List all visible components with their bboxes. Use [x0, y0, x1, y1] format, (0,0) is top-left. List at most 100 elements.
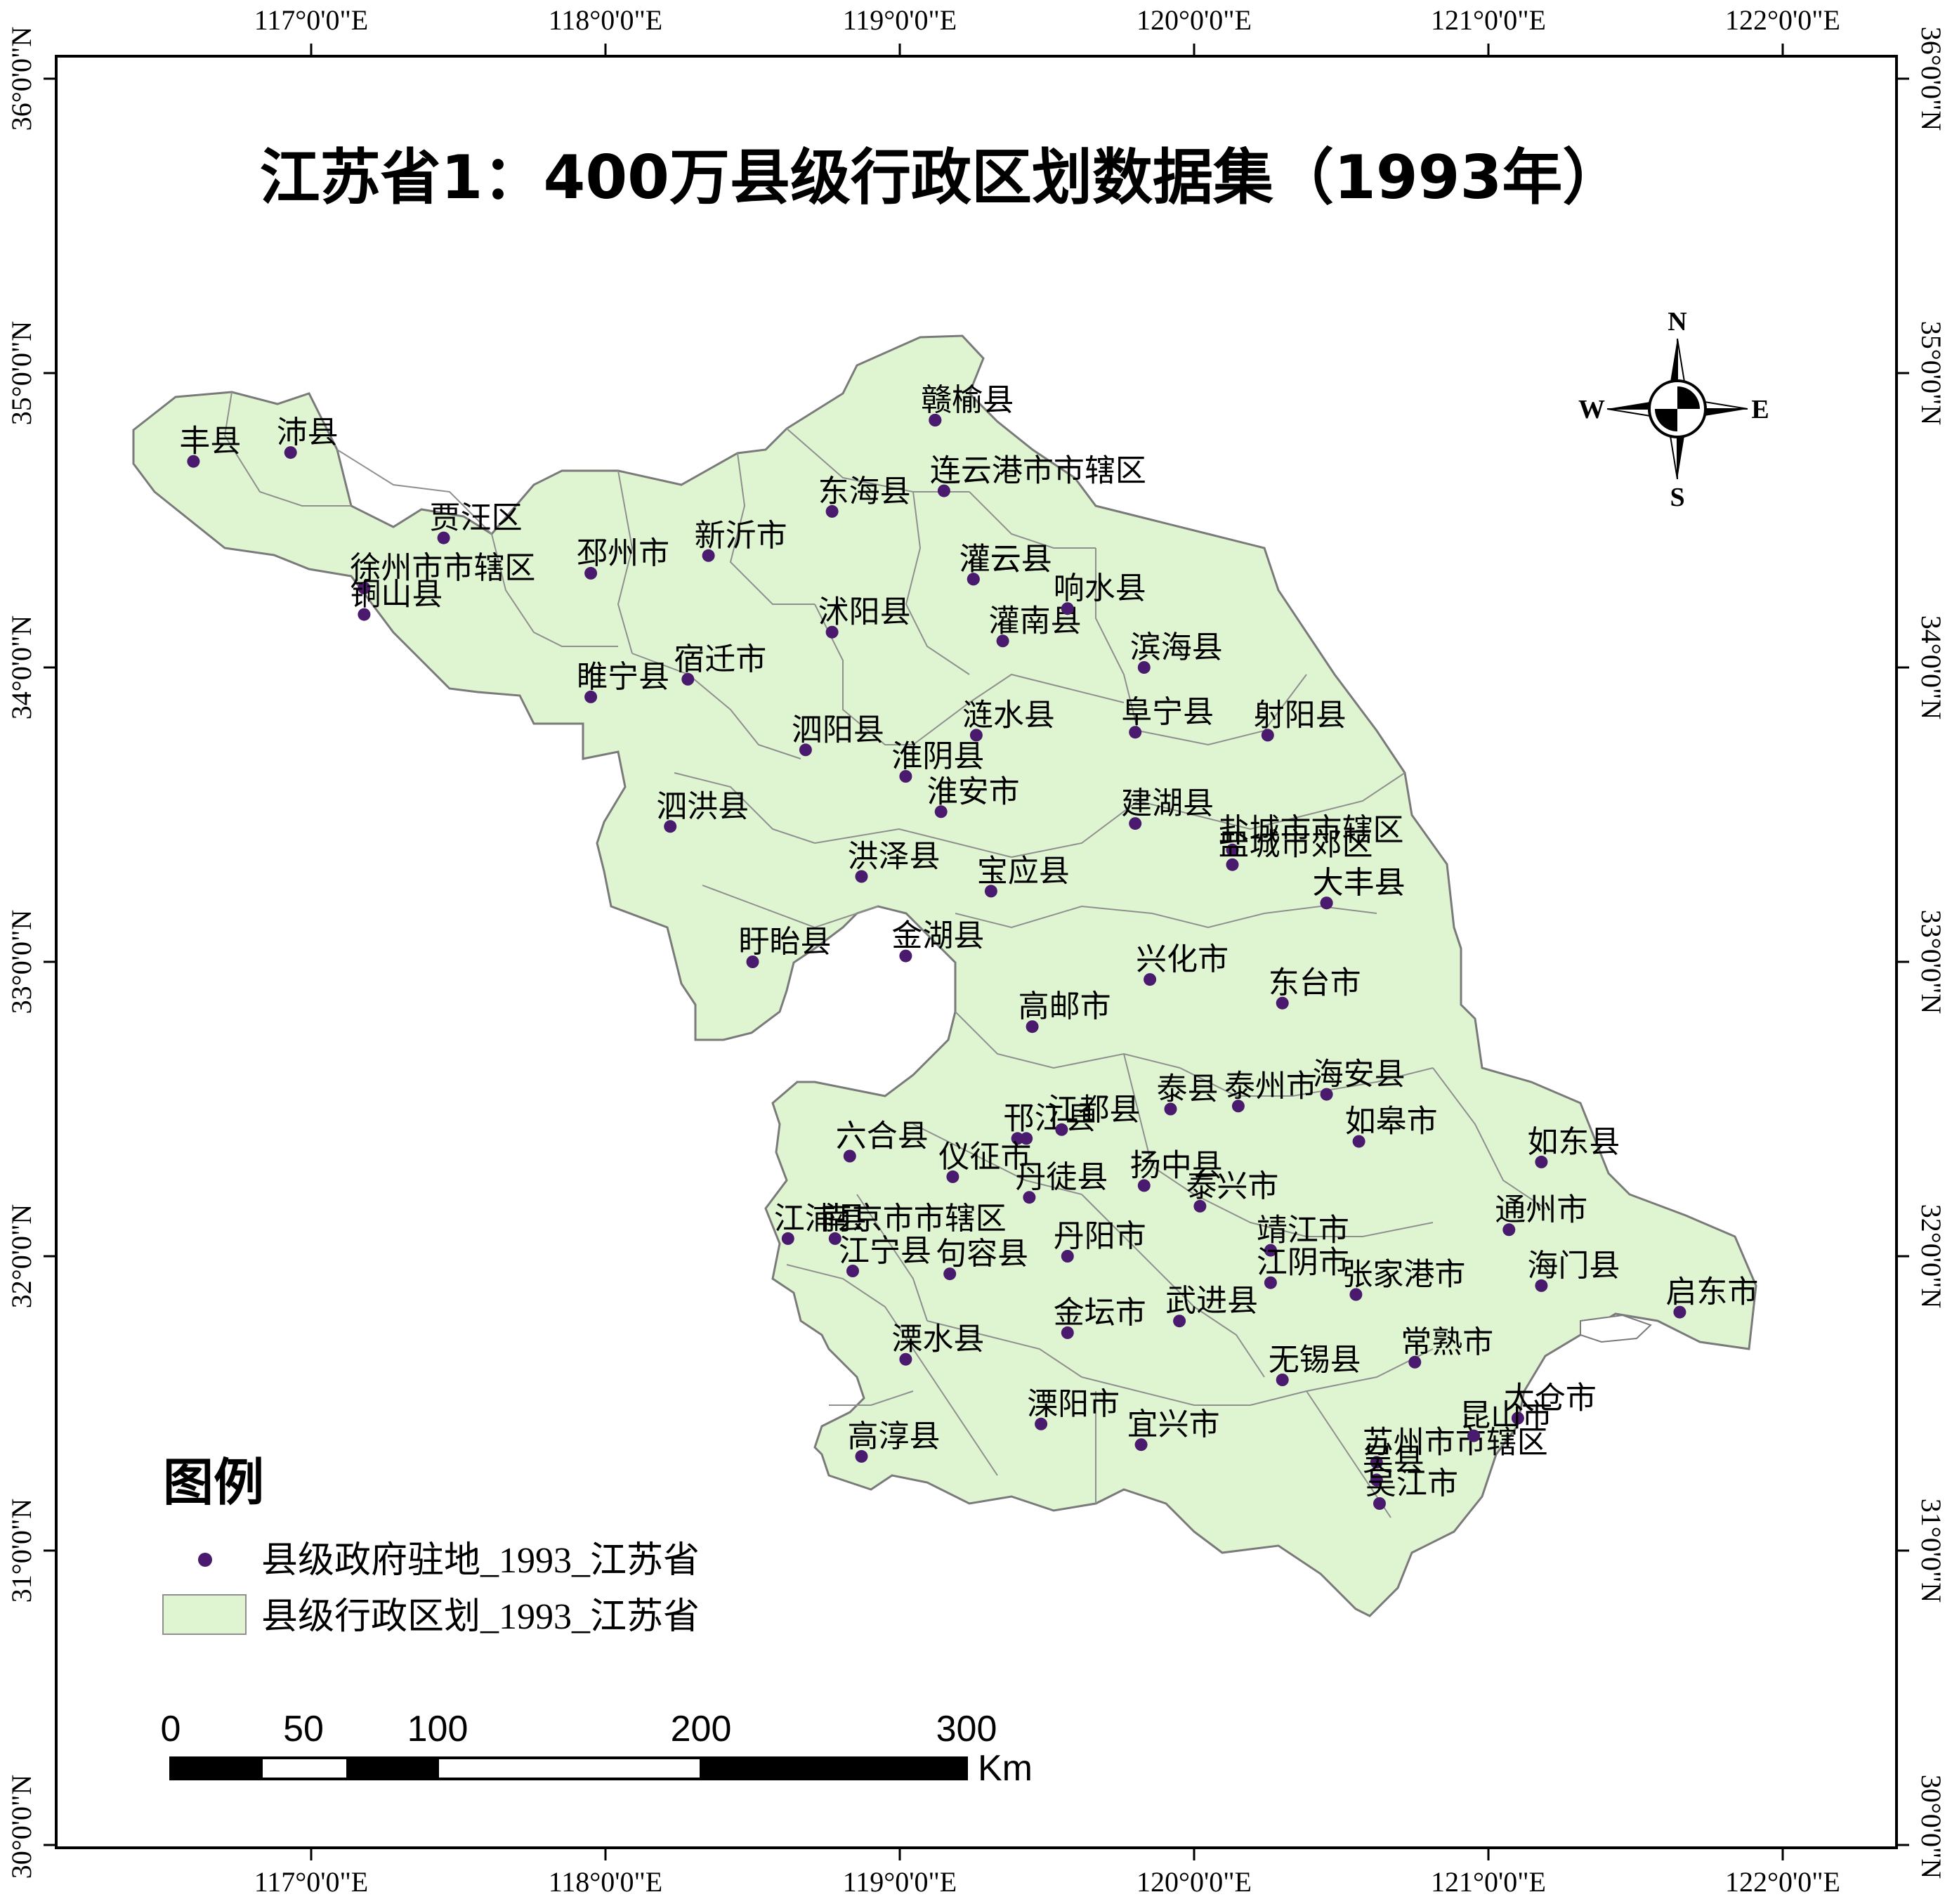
county-label: 丹徒县 [1015, 1159, 1108, 1195]
county-label: 兴化市 [1136, 941, 1229, 977]
county-seat-dot [781, 1232, 794, 1245]
county-label: 邳州市 [577, 535, 669, 571]
county-seat-dot [1261, 729, 1274, 742]
compass-w: W [1578, 395, 1605, 424]
county-label: 江阴市 [1257, 1245, 1349, 1281]
lon-label: 118°0'0"E [549, 4, 662, 36]
county-label: 滨海县 [1130, 630, 1223, 665]
scale-label-50: 50 [283, 1709, 324, 1749]
county-label: 张家港市 [1342, 1257, 1465, 1293]
county-seat-dot [799, 743, 812, 757]
lat-ticks-right [1897, 77, 1909, 1846]
scale-unit: Km [978, 1748, 1033, 1789]
lon-ticks-top [310, 44, 1784, 56]
county-seat-dot [846, 1265, 859, 1277]
county-seat-dot [1226, 843, 1239, 856]
county-label: 铜山县 [350, 577, 443, 613]
county-seat-dot [937, 484, 950, 497]
lon-label: 122°0'0"E [1725, 4, 1840, 36]
ticks [44, 44, 1909, 1860]
county-label: 启东市 [1665, 1274, 1758, 1310]
lon-labels-bottom: 117°0'0"E 118°0'0"E 119°0'0"E 120°0'0"E … [254, 1866, 1840, 1898]
county-label: 泰州市 [1224, 1068, 1317, 1104]
county-seat-dot [664, 820, 677, 833]
county-label: 淮阴县 [891, 738, 984, 774]
county-seat-dot [1467, 1429, 1481, 1442]
county-label: 武进县 [1165, 1283, 1258, 1319]
county-label: 泗洪县 [656, 788, 749, 824]
scale-label-300: 300 [936, 1709, 997, 1749]
county-label: 东海县 [818, 474, 911, 509]
lon-label: 121°0'0"E [1431, 1866, 1546, 1898]
lat-label: 36°0'0"N [1915, 27, 1947, 131]
county-seat-dot [1373, 1497, 1386, 1510]
county-seat-dot [1408, 1355, 1422, 1369]
county-seat-dot [1011, 1132, 1024, 1145]
county-label: 东台市 [1269, 965, 1361, 1001]
county-label: 灌云县 [959, 541, 1052, 577]
lon-labels-top: 117°0'0"E 118°0'0"E 119°0'0"E 120°0'0"E … [254, 4, 1840, 36]
county-seat-dot [358, 581, 371, 594]
county-label: 建湖县 [1121, 785, 1214, 821]
lon-label: 117°0'0"E [254, 1866, 368, 1898]
scale-seg-5 [701, 1758, 967, 1779]
county-seat-dot [284, 446, 297, 459]
lat-label: 32°0'0"N [6, 1204, 37, 1308]
legend-title: 图例 [163, 1453, 264, 1512]
county-seat-dot [899, 949, 912, 963]
county-seat-dot [825, 625, 839, 639]
county-seat-dot [934, 805, 948, 819]
county-seat-dot [1370, 1456, 1383, 1469]
county-label: 大丰县 [1313, 865, 1406, 901]
lon-label: 120°0'0"E [1137, 4, 1252, 36]
county-seat-dot [584, 690, 598, 703]
county-label: 灌云县 [959, 541, 1052, 577]
county-label: 邗江县 [1004, 1100, 1096, 1136]
lat-label: 31°0'0"N [1915, 1499, 1947, 1603]
county-seat-dot [1226, 858, 1239, 871]
places-layer: 丰县 沛县贾汪区邳州市徐州市市辖区铜山县新沂市东海县赣榆县赣榆县连云港市市辖区灌云… [179, 382, 1758, 1510]
county-label: 阜宁县 [1121, 694, 1214, 730]
county-seat-dot [1276, 1374, 1289, 1386]
county-label: 昆山市 [1460, 1398, 1552, 1434]
county-label: 泰兴市 [1186, 1168, 1278, 1204]
county-label: 盐城市郊区 [1219, 827, 1373, 863]
county-label: 通州市 [1495, 1192, 1587, 1227]
lat-label: 30°0'0"N [6, 1775, 37, 1879]
compass-center-quarter2 [1655, 409, 1677, 431]
scale-label-100: 100 [407, 1709, 469, 1749]
county-seat-dot [1370, 1473, 1383, 1487]
county-seat-dot [1134, 1438, 1148, 1452]
county-label: 吴县 [1363, 1442, 1424, 1478]
county-seat-dot [843, 1149, 856, 1163]
county-label: 连云港市市辖区 [930, 453, 1146, 489]
county-seat-dot [1061, 1250, 1074, 1263]
county-seat-dot [946, 1170, 959, 1183]
lon-label: 119°0'0"E [843, 4, 957, 36]
county-label: 江都县 [1047, 1092, 1140, 1128]
lat-label: 34°0'0"N [1915, 615, 1947, 719]
county-label: 如东县 [1527, 1124, 1620, 1160]
county-label: 溧水县 [891, 1322, 984, 1357]
scale-bar: 0 50 100 200 300 Km [161, 1709, 1033, 1789]
county-seat-dot [584, 566, 598, 580]
county-label: 句容县 [936, 1236, 1028, 1272]
county-label: 六合县 [836, 1119, 929, 1154]
legend-area-label: 县级行政区划_1993_江苏省 [261, 1597, 700, 1637]
scale-seg-2 [260, 1756, 349, 1780]
county-seat-dot [828, 1232, 841, 1245]
lat-label: 34°0'0"N [6, 615, 37, 719]
county-seat-dot [1276, 996, 1289, 1010]
county-seat-dot [1320, 1088, 1333, 1101]
county-seat-dot [1026, 1020, 1039, 1033]
county-seat-dot [1673, 1305, 1686, 1319]
lat-label: 33°0'0"N [1915, 910, 1947, 1014]
county-seat-dot [1129, 726, 1142, 739]
county-seat-dot [746, 956, 759, 968]
county-seat-dot [1535, 1155, 1548, 1168]
compass-n: N [1668, 307, 1686, 337]
county-label: 泰县 [1157, 1071, 1219, 1107]
county-label: 徐州市市辖区 [350, 550, 535, 586]
lon-label: 122°0'0"E [1725, 1866, 1840, 1898]
county-seat-dot [984, 885, 997, 898]
